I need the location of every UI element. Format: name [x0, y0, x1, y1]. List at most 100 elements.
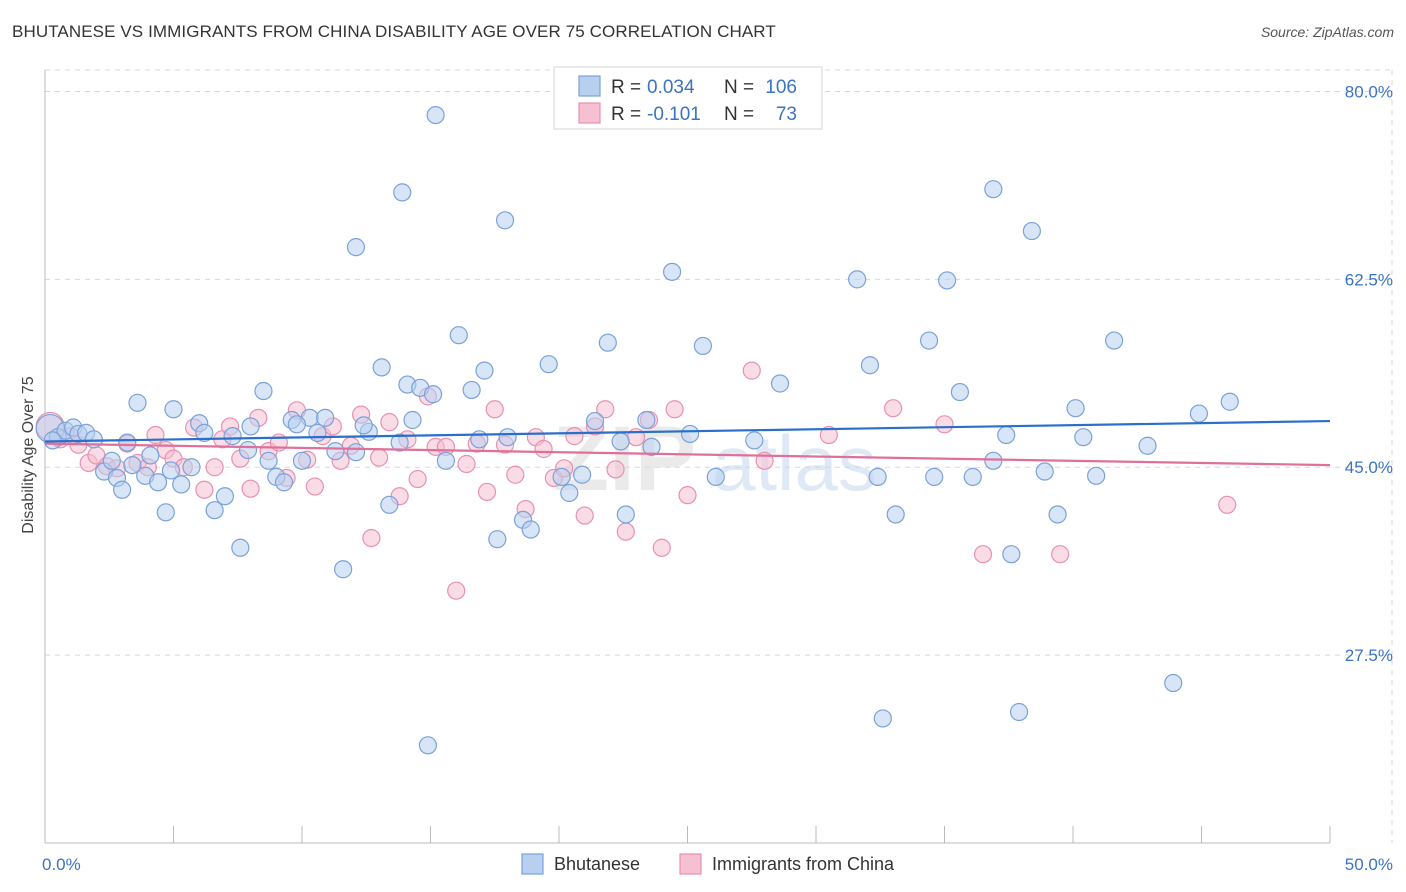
- bhutanese-point-76: [950, 382, 970, 402]
- bhutanese-point-59: [598, 333, 617, 352]
- bhutanese-point-80: [1002, 545, 1021, 564]
- china-point-44: [457, 454, 476, 474]
- bhutanese-point-79: [997, 425, 1016, 445]
- trend-line-bhutanese: [44, 419, 1331, 443]
- bhutanese-point-95: [287, 415, 306, 434]
- china-point-39: [408, 469, 427, 489]
- bhutanese-point-10: [112, 480, 132, 499]
- trend-lines: [44, 419, 1331, 467]
- china-point-17: [205, 458, 224, 477]
- bhutanese-point-27: [254, 381, 273, 401]
- legend-swatch-blue: [578, 75, 601, 97]
- bhutanese-point-41: [390, 433, 409, 452]
- china-point-46: [477, 482, 497, 502]
- bhutanese-point-35: [316, 408, 335, 427]
- bhutanese-point-62: [642, 437, 661, 456]
- china-point-73: [1218, 495, 1237, 514]
- bhutanese-point-60: [611, 432, 630, 451]
- bhutanese-point-69: [848, 270, 867, 289]
- bhutanese-point-37: [334, 560, 353, 579]
- chart-title: BHUTANESE VS IMMIGRANTS FROM CHINA DISAB…: [12, 22, 776, 41]
- bhutanese-point-24: [223, 427, 242, 446]
- bhutanese-point-12: [128, 393, 147, 412]
- bhutanese-point-40: [372, 358, 391, 377]
- x-tick-label-0: 0.0%: [42, 855, 81, 874]
- bhutanese-point-53: [521, 520, 540, 539]
- y-tick-labels: 80.0% 62.5% 45.0% 27.5%: [1345, 82, 1393, 665]
- bhutanese-point-32: [292, 451, 312, 470]
- china-point-65: [678, 486, 697, 505]
- legend-n-value-1: 106: [765, 77, 797, 98]
- y-tick-label-2: 45.0%: [1345, 458, 1393, 477]
- china-point-59: [606, 460, 625, 479]
- legend-n-label-2: N =: [724, 104, 754, 125]
- bhutanese-point-58: [585, 411, 605, 431]
- bhutanese-point-82: [1035, 462, 1054, 481]
- bhutanese-point-21: [195, 423, 214, 442]
- bhutanese-point-85: [1074, 428, 1093, 447]
- bhutanese-point-36: [326, 442, 345, 461]
- x-tick-label-1: 50.0%: [1345, 855, 1393, 874]
- y-tick-label-3: 27.5%: [1345, 646, 1393, 665]
- bhutanese-point-96: [354, 416, 373, 435]
- bhutanese-point-54: [539, 355, 558, 374]
- bhutanese-point-19: [182, 458, 201, 477]
- bhutanese-point-66: [706, 467, 725, 486]
- bhutanese-point-30: [274, 473, 294, 492]
- legend-r-value-2: -0.101: [647, 104, 701, 125]
- bhutanese-point-45: [423, 385, 443, 404]
- bhutanese-point-97: [403, 410, 422, 430]
- bhutanese-point-63: [637, 410, 656, 430]
- bhutanese-point-17: [164, 400, 183, 419]
- legend-r-value-1: 0.034: [647, 77, 695, 98]
- bhutanese-point-90: [1220, 392, 1239, 411]
- china-point-72: [1051, 545, 1070, 564]
- bhutanese-point-102: [346, 238, 366, 257]
- bhutanese-point-101: [393, 183, 412, 202]
- y-axis-label: Disability Age Over 75: [20, 376, 37, 534]
- china-point-43: [447, 581, 466, 600]
- china-point-70: [935, 415, 954, 434]
- bhutanese-point-25: [231, 538, 250, 557]
- chart-source: Source: ZipAtlas.com: [1260, 24, 1394, 40]
- china-point-58: [596, 400, 615, 419]
- bhutanese-point-65: [680, 424, 700, 444]
- bhutanese-point-105: [873, 709, 892, 728]
- bhutanese-point-108: [662, 262, 682, 281]
- legend-swatch-pink: [578, 102, 601, 124]
- bhutanese-point-55: [552, 467, 571, 486]
- bhutanese-point-47: [449, 326, 468, 345]
- y-tick-label-0: 80.0%: [1345, 82, 1393, 101]
- bhutanese-point-57: [573, 465, 592, 484]
- china-point-16: [195, 480, 214, 499]
- watermark-atlas: atlas: [712, 419, 877, 507]
- series-immigrants-from-china-points: [35, 361, 1237, 600]
- bhutanese-point-28: [259, 451, 278, 470]
- bhutanese-point-70: [860, 356, 880, 375]
- legend-swatch-bhutanese: [521, 853, 544, 875]
- bhutanese-point-100: [495, 211, 515, 230]
- bhutanese-point-48: [462, 380, 481, 400]
- bhutanese-point-87: [1105, 331, 1124, 350]
- bhutanese-point-64: [693, 336, 713, 356]
- bhutanese-point-78: [984, 451, 1003, 470]
- series-legend: Bhutanese Immigrants from China: [521, 853, 895, 875]
- bhutanese-point-46: [436, 451, 456, 470]
- bhutanese-point-73: [919, 331, 939, 350]
- china-point-60: [616, 522, 635, 541]
- bhutanese-point-8: [102, 451, 121, 470]
- china-point-52: [534, 439, 553, 459]
- bhutanese-point-71: [868, 467, 887, 486]
- legend-r-label-2: R =: [611, 104, 641, 125]
- bhutanese-point-72: [886, 505, 905, 524]
- bhutanese-point-26: [241, 417, 260, 436]
- china-point-21: [241, 479, 260, 498]
- x-tick-labels: 0.0% 50.0%: [42, 855, 1393, 874]
- china-point-35: [370, 448, 389, 467]
- bhutanese-point-88: [1138, 436, 1157, 455]
- bhutanese-point-51: [498, 428, 517, 447]
- china-point-28: [305, 477, 324, 496]
- china-point-63: [652, 538, 671, 557]
- bhutanese-point-14: [141, 446, 160, 465]
